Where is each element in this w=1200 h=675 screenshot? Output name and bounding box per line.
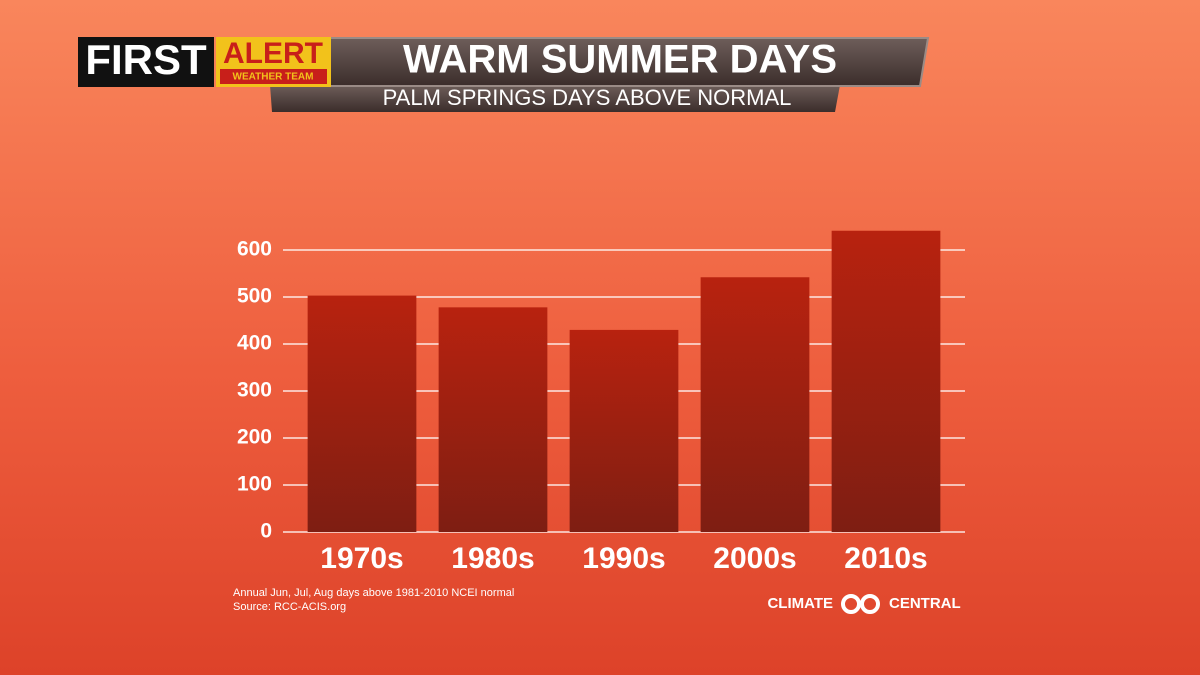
badge: ALERT (223, 37, 323, 70)
y-tick-label: 500 (237, 285, 272, 308)
brand: FIRST (85, 36, 207, 83)
bar (569, 329, 679, 532)
x-tick-label: 1980s (451, 542, 534, 575)
chart-subtitle: PALM SPRINGS DAYS ABOVE NORMAL (383, 85, 792, 110)
y-tick-label: 400 (237, 332, 272, 355)
y-tick-label: 100 (237, 473, 272, 496)
bar (700, 277, 810, 532)
brand-box (78, 37, 214, 87)
note: Source: RCC-ACIS.org (233, 601, 346, 613)
badge-sub-box (220, 69, 327, 84)
y-tick-label: 200 (237, 426, 272, 449)
y-tick-label: 0 (260, 520, 272, 543)
chart-title: WARM SUMMER DAYS (403, 38, 837, 82)
logo-left: CLIMATE (767, 595, 833, 612)
x-tick-label: 1990s (582, 542, 665, 575)
logo-icon (841, 594, 880, 614)
y-tick-label: 600 (237, 238, 272, 261)
logo-right: CENTRAL (889, 595, 961, 612)
x-tick-label: 2010s (844, 542, 927, 575)
bar (831, 230, 941, 533)
bar (307, 295, 417, 532)
x-tick-label: 2000s (713, 542, 796, 575)
bar (438, 307, 548, 532)
subtitle-banner (270, 85, 840, 112)
badge-sub: WEATHER TEAM (233, 72, 314, 83)
y-tick-label: 300 (237, 379, 272, 402)
note: Annual Jun, Jul, Aug days above 1981-201… (233, 587, 514, 599)
x-tick-label: 1970s (320, 542, 403, 575)
